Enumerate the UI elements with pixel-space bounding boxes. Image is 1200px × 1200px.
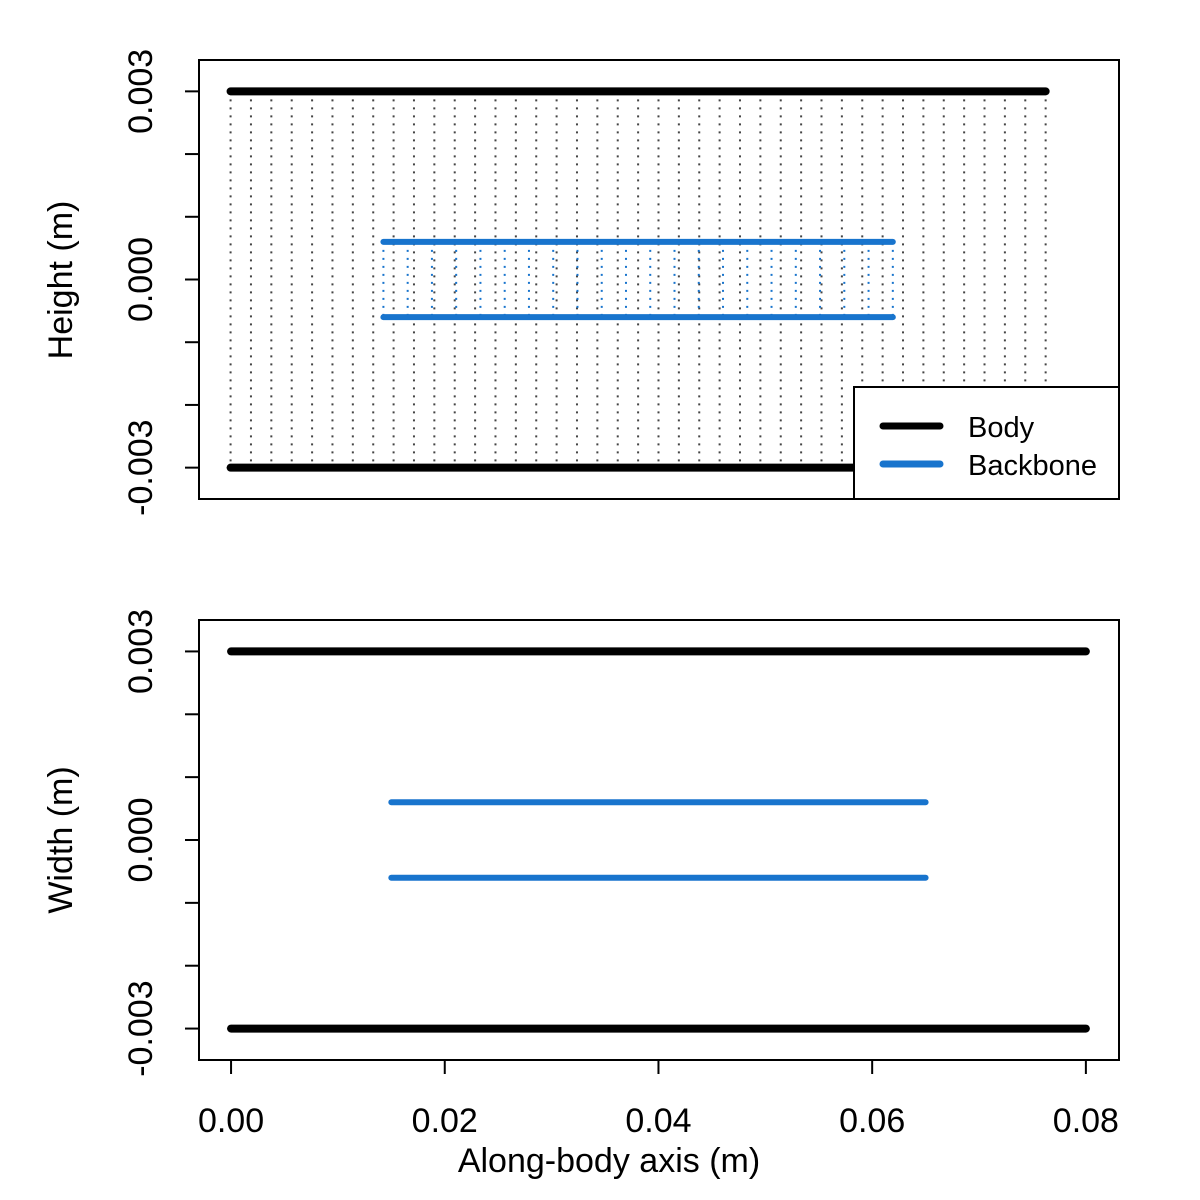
y-tick-label: 0.003 [122, 609, 160, 694]
y-tick-label: -0.003 [122, 419, 160, 515]
x-tick-label: 0.04 [625, 1102, 691, 1140]
legend-label-body: Body [968, 412, 1035, 444]
bottom-xlabel: Along-body axis (m) [458, 1142, 760, 1180]
top-ylabel: Height (m) [42, 201, 80, 360]
y-tick-label: 0.003 [122, 49, 160, 134]
bottom-panel: -0.003 0.000 0.003 0.00 0.02 0.04 0.06 0.08 [122, 609, 1120, 1140]
x-tick-label: 0.08 [1053, 1102, 1119, 1140]
legend-label-backbone: Backbone [968, 450, 1097, 482]
y-tick-label: 0.000 [122, 797, 160, 882]
x-tick-label: 0.00 [198, 1102, 264, 1140]
y-tick-label: 0.000 [122, 237, 160, 322]
x-tick-label: 0.02 [412, 1102, 478, 1140]
bottom-ylabel: Width (m) [42, 766, 80, 913]
legend-box [853, 386, 1120, 500]
legend: Body Backbone [853, 386, 1120, 500]
x-tick-label: 0.06 [839, 1102, 905, 1140]
y-tick-label: -0.003 [122, 980, 160, 1076]
top-panel: -0.003 0.000 0.003 Body Backbone [122, 49, 1120, 516]
plot-frame [198, 619, 1120, 1061]
